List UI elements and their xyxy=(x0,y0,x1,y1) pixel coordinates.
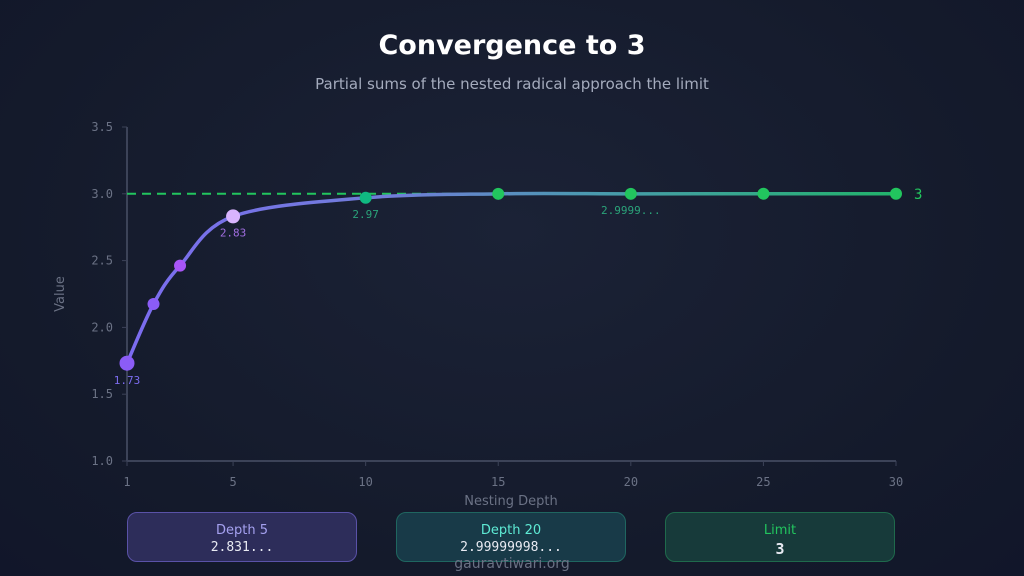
x-tick-label: 10 xyxy=(358,475,372,489)
data-label: 2.83 xyxy=(220,226,247,239)
data-point xyxy=(359,191,372,204)
x-tick-label: 5 xyxy=(229,475,236,489)
y-tick-label: 2.5 xyxy=(91,254,113,268)
data-label: 2.9999... xyxy=(601,204,661,217)
chart-title: Convergence to 3 xyxy=(378,30,646,61)
x-tick-label: 1 xyxy=(123,475,130,489)
data-point xyxy=(757,187,770,200)
data-point xyxy=(119,355,135,371)
data-label: 1.73 xyxy=(114,374,141,387)
data-point xyxy=(492,187,505,200)
data-point xyxy=(147,298,160,311)
card-value: 2.831... xyxy=(210,540,274,555)
data-point xyxy=(890,187,902,200)
card-label: Limit xyxy=(763,523,797,538)
x-tick-label: 20 xyxy=(624,475,638,489)
data-point xyxy=(226,209,241,224)
data-label: 2.97 xyxy=(352,208,379,221)
data-point xyxy=(624,187,637,200)
series-line xyxy=(125,191,897,364)
chart-subtitle: Partial sums of the nested radical appro… xyxy=(315,75,709,93)
x-tick-label: 25 xyxy=(756,475,770,489)
watermark: gauravtiwari.org xyxy=(454,556,570,572)
limit-label: 3 xyxy=(914,187,922,203)
x-axis-label: Nesting Depth xyxy=(464,494,557,509)
x-tick-label: 30 xyxy=(889,475,903,489)
y-axis-label: Value xyxy=(53,276,68,312)
card-depth-5: Depth 5 2.831... xyxy=(127,512,357,562)
data-point xyxy=(174,259,187,272)
card-limit: Limit 3 xyxy=(665,512,895,562)
card-value: 3 xyxy=(775,540,785,558)
x-tick-label: 15 xyxy=(491,475,505,489)
card-depth-20: Depth 20 2.99999998... xyxy=(396,512,626,562)
y-tick-label: 2.0 xyxy=(91,320,113,334)
y-tick-label: 3.5 xyxy=(91,120,113,134)
card-label: Depth 20 xyxy=(480,523,542,538)
card-value: 2.99999998... xyxy=(460,540,562,555)
y-tick-label: 3.0 xyxy=(91,187,113,201)
y-tick-label: 1.0 xyxy=(91,454,113,468)
y-tick-label: 1.5 xyxy=(91,387,113,401)
card-label: Depth 5 xyxy=(216,523,268,538)
